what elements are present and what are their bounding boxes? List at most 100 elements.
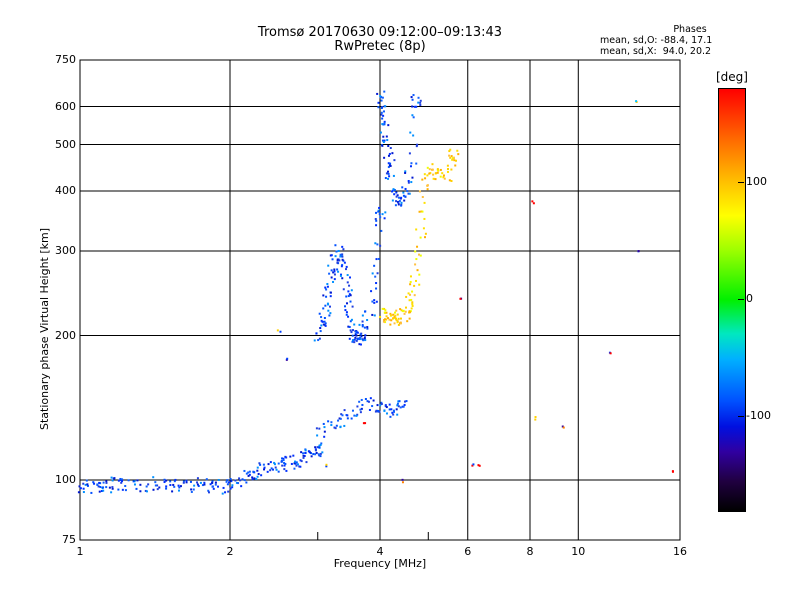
- data-point: [211, 485, 214, 488]
- data-point: [454, 164, 457, 167]
- data-point: [347, 295, 350, 298]
- data-point: [431, 163, 434, 166]
- data-point: [453, 159, 456, 162]
- data-point: [302, 454, 305, 457]
- data-point: [392, 413, 395, 416]
- data-point: [165, 485, 168, 488]
- data-point: [375, 258, 378, 261]
- data-point: [269, 461, 272, 464]
- data-point: [436, 168, 439, 171]
- data-point: [201, 484, 204, 487]
- data-point: [348, 284, 351, 287]
- series-0: [77, 442, 324, 495]
- data-point: [302, 456, 305, 459]
- data-point: [442, 174, 445, 177]
- data-point: [385, 315, 388, 318]
- phase-stats: Phases mean, sd,O: -88.4, 17.1 mean, sd,…: [600, 24, 760, 57]
- data-point: [396, 194, 399, 197]
- data-point: [113, 477, 116, 480]
- data-point: [344, 305, 347, 308]
- data-point: [190, 488, 193, 491]
- data-point: [185, 479, 188, 482]
- data-point: [173, 480, 176, 483]
- data-point: [367, 400, 370, 403]
- data-point: [256, 466, 259, 469]
- data-point: [135, 487, 138, 490]
- data-point: [450, 155, 453, 158]
- data-point: [387, 317, 390, 320]
- data-point: [284, 462, 287, 465]
- data-point: [394, 204, 397, 207]
- data-point: [435, 172, 438, 175]
- data-point: [361, 324, 364, 327]
- data-point: [145, 490, 148, 493]
- data-point: [391, 190, 394, 193]
- data-point: [412, 134, 415, 137]
- x-tick-label-5: 10: [571, 545, 586, 558]
- data-point: [478, 464, 481, 467]
- data-point: [380, 99, 383, 102]
- data-point: [414, 263, 417, 266]
- data-point: [378, 206, 381, 209]
- data-point: [174, 478, 177, 481]
- data-point: [93, 482, 96, 485]
- data-point: [234, 479, 237, 482]
- data-point: [222, 486, 225, 489]
- series-1: [313, 206, 387, 346]
- data-point: [419, 99, 422, 102]
- data-point: [283, 468, 286, 471]
- data-point: [358, 343, 361, 346]
- data-point: [423, 217, 426, 220]
- data-point: [450, 168, 453, 171]
- data-point: [333, 426, 336, 429]
- data-point: [381, 144, 384, 147]
- plot-frame: [79, 59, 681, 541]
- data-point: [289, 455, 292, 458]
- data-point: [392, 409, 395, 412]
- data-point: [410, 162, 413, 165]
- data-point: [360, 407, 363, 410]
- data-point: [154, 484, 157, 487]
- data-point: [376, 243, 379, 246]
- data-point: [413, 294, 416, 297]
- data-point: [452, 158, 455, 161]
- data-point: [376, 92, 379, 95]
- data-point: [248, 470, 251, 473]
- data-point: [341, 258, 344, 261]
- data-point: [350, 331, 353, 334]
- data-point: [341, 414, 344, 417]
- data-point: [380, 111, 383, 114]
- data-point: [397, 201, 400, 204]
- data-point: [324, 324, 327, 327]
- data-point: [169, 480, 172, 483]
- data-point: [353, 414, 356, 417]
- data-point: [436, 171, 439, 174]
- data-point: [120, 481, 123, 484]
- data-point: [333, 268, 336, 271]
- data-point: [241, 478, 244, 481]
- series-4: [379, 148, 460, 326]
- data-point: [257, 472, 260, 475]
- data-point: [108, 486, 111, 489]
- data-point: [330, 276, 333, 279]
- data-point: [96, 483, 99, 486]
- data-point: [379, 216, 382, 219]
- data-point: [239, 479, 242, 482]
- data-point: [231, 486, 234, 489]
- data-point: [396, 321, 399, 324]
- data-point: [424, 232, 427, 235]
- data-point: [310, 455, 313, 458]
- data-point: [419, 104, 422, 107]
- data-point: [189, 480, 192, 483]
- data-point: [394, 311, 397, 314]
- data-point: [263, 466, 266, 469]
- data-point: [349, 294, 352, 297]
- data-point: [82, 487, 85, 490]
- data-point: [78, 485, 81, 488]
- data-point: [319, 452, 322, 455]
- data-point: [397, 400, 400, 403]
- data-point: [358, 323, 361, 326]
- data-point: [379, 96, 382, 99]
- data-point: [260, 474, 263, 477]
- data-point: [276, 329, 279, 332]
